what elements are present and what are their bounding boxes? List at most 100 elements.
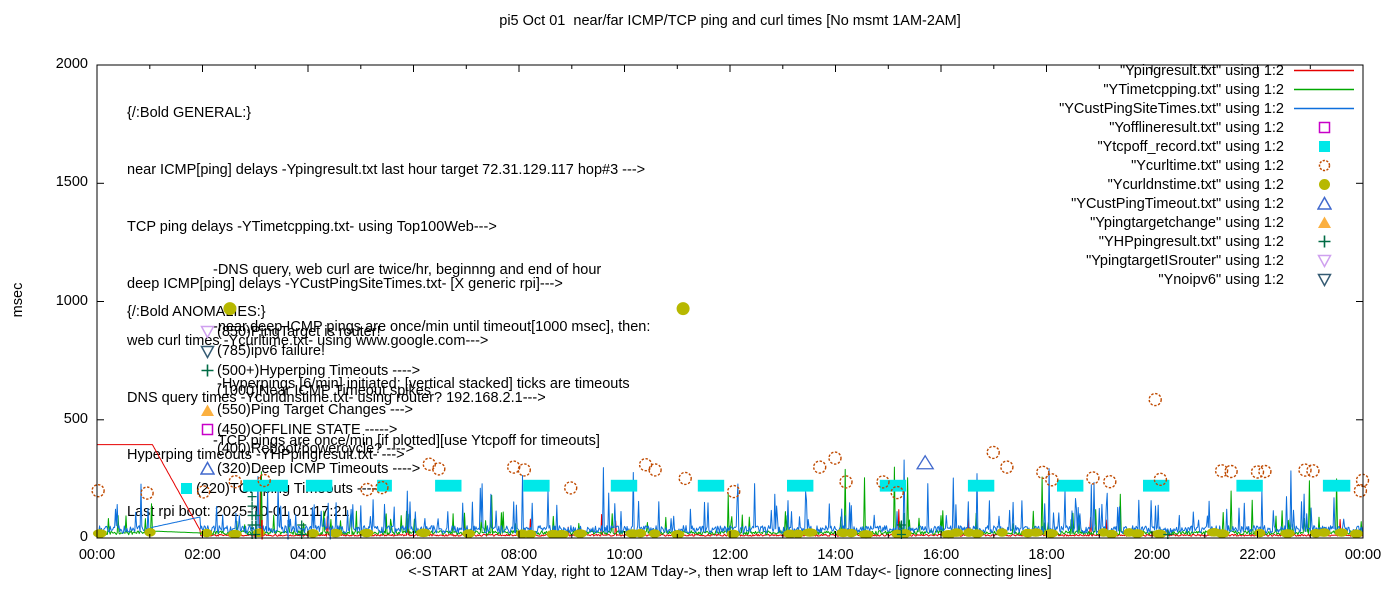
circle-filled-icon [1318, 179, 1330, 190]
square-open-icon [1318, 121, 1330, 134]
anomaly-item: (785)ipv6 failure! [200, 342, 431, 362]
anomaly-glyph [200, 461, 215, 476]
legend-label: "Ynoipv6" using 1:2 [1158, 271, 1284, 288]
legend-glyph [1291, 139, 1357, 154]
legend: "Ypingresult.txt" using 1:2 "YTimetcpping… [1059, 61, 1357, 289]
curl-time-point [1000, 460, 1014, 474]
curl-time-point [1353, 484, 1368, 498]
series-YTimetcpping.txt [96, 466, 1364, 536]
general-line: deep ICMP[ping] delays -YCustPingSiteTim… [127, 276, 563, 292]
curl-time-point [1214, 464, 1229, 478]
curl-time-point [890, 485, 904, 500]
tcp-timeout-bar [1057, 479, 1084, 492]
dns-time-point [634, 528, 647, 538]
legend-label: "Ypingresult.txt" using 1:2 [1120, 62, 1284, 79]
legend-item: "Yofflineresult.txt" using 1:2 [1059, 118, 1357, 137]
legend-glyph [1291, 158, 1357, 173]
timeout-tick [247, 492, 257, 502]
general-line: near ICMP[ping] delays -Ypingresult.txt … [127, 162, 646, 178]
anomaly-item: (500+)Hyperping Timeouts ----> [200, 361, 431, 381]
anomaly-label: (450)OFFLINE STATE -----> [217, 421, 398, 438]
anomaly-item: (400)Reboot/powercycle? ----> [200, 440, 431, 460]
anomaly-glyph [200, 344, 215, 359]
curl-time-point [986, 445, 1000, 460]
dns-time-point [792, 529, 804, 539]
curl-time-point [1250, 465, 1265, 479]
tcp-timeout-bar [967, 479, 995, 492]
dns-time-point [1214, 529, 1230, 538]
legend-glyph [1291, 253, 1357, 268]
dns-time-high-point [223, 302, 237, 316]
dns-time-point [996, 528, 1008, 537]
anomaly-item: (450)OFFLINE STATE -----> [200, 420, 431, 440]
chart-title: pi5 Oct 01 near/far ICMP/TCP ping and cu… [499, 13, 961, 29]
dns-time-point [1349, 529, 1363, 538]
anomaly-item: (850)PingTarget is router! [200, 322, 431, 342]
dns-time-point [648, 529, 661, 538]
anomaly-glyph [200, 324, 215, 340]
triangle-down-open-icon [1316, 254, 1332, 268]
timeout-tick [251, 520, 261, 530]
tcp-timeout-bar [523, 479, 550, 492]
curl-time-point [140, 486, 154, 500]
y-tick-label: 2000 [55, 56, 88, 72]
curl-time-point [1224, 464, 1238, 479]
dns-time-point [1280, 529, 1295, 538]
legend-item: "Ycurltime.txt" using 1:2 [1059, 156, 1357, 175]
dns-time-point [1334, 528, 1348, 537]
legend-glyph [1291, 177, 1357, 192]
curl-time-point [727, 484, 741, 499]
curl-time-point [432, 462, 446, 476]
x-tick-label: 04:00 [289, 547, 327, 563]
anomaly-label: (1000)Near ICMP Timeout spikes [217, 382, 432, 399]
plus-icon [1318, 235, 1330, 248]
circle-open-icon [1318, 159, 1330, 172]
line-icon [1294, 88, 1354, 91]
curl-time-point [196, 485, 211, 499]
y-tick-label: 1000 [55, 292, 88, 309]
dns-time-point [524, 529, 537, 539]
dns-time-point [228, 529, 242, 539]
dns-time-point [970, 529, 984, 538]
timeout-tick [247, 501, 257, 511]
legend-item: "Ypingtargetchange" using 1:2 [1059, 213, 1357, 232]
curl-time-point [648, 463, 662, 477]
tcp-timeout-bars [243, 479, 1351, 492]
curl-time-point [228, 475, 242, 489]
legend-label: "YTimetcpping.txt" using 1:2 [1103, 81, 1284, 98]
x-tick-label: 02:00 [184, 547, 221, 563]
timeout-tick [251, 511, 261, 520]
timeout-tick [297, 520, 307, 530]
notes-text-block: -DNS query, web curl are twice/hr, begin… [213, 223, 650, 489]
x-tick-label: 10:00 [606, 547, 643, 563]
dns-time-point [306, 529, 319, 538]
legend-label: "YCustPingTimeout.txt" using 1:2 [1071, 195, 1284, 212]
anomaly-glyph [200, 422, 215, 437]
curl-time-point [422, 457, 436, 471]
plot-border [96, 64, 1364, 539]
curl-time-point [1045, 473, 1059, 487]
tcp-timeout-bar [243, 479, 288, 492]
tcp-timeout-bar [305, 479, 333, 492]
curl-time-point [257, 473, 271, 488]
dns-time-point [554, 529, 569, 539]
curl-time-point [1153, 472, 1168, 486]
triangle-up-filled-icon [201, 404, 214, 416]
triangle-down-open-icon [1316, 273, 1332, 287]
dns-time-point [328, 528, 343, 538]
tcp-timeout-bar [377, 479, 392, 492]
legend-label: "YCustPingSiteTimes.txt" using 1:2 [1059, 100, 1284, 117]
general-line: Hyperping timeouts -YHPpingresult.txt- -… [127, 447, 405, 463]
note-line: -DNS query, web curl are twice/hr, begin… [213, 262, 602, 278]
legend-item: "Ycurldnstime.txt" using 1:2 [1059, 175, 1357, 194]
y-tick-label: 500 [63, 410, 88, 427]
x-tick-label: 20:00 [1133, 547, 1171, 563]
y-tick-label: 1500 [55, 174, 88, 191]
triangle-down-open-icon [200, 345, 215, 359]
anomaly-label: (550)Ping Target Changes ---> [217, 402, 413, 419]
curl-time-point [813, 460, 827, 474]
triangle-up-open-icon [200, 461, 215, 476]
legend-item: "Ynoipv6" using 1:2 [1059, 270, 1357, 289]
dns-time-point [1152, 529, 1167, 539]
line-icon [1294, 69, 1354, 72]
